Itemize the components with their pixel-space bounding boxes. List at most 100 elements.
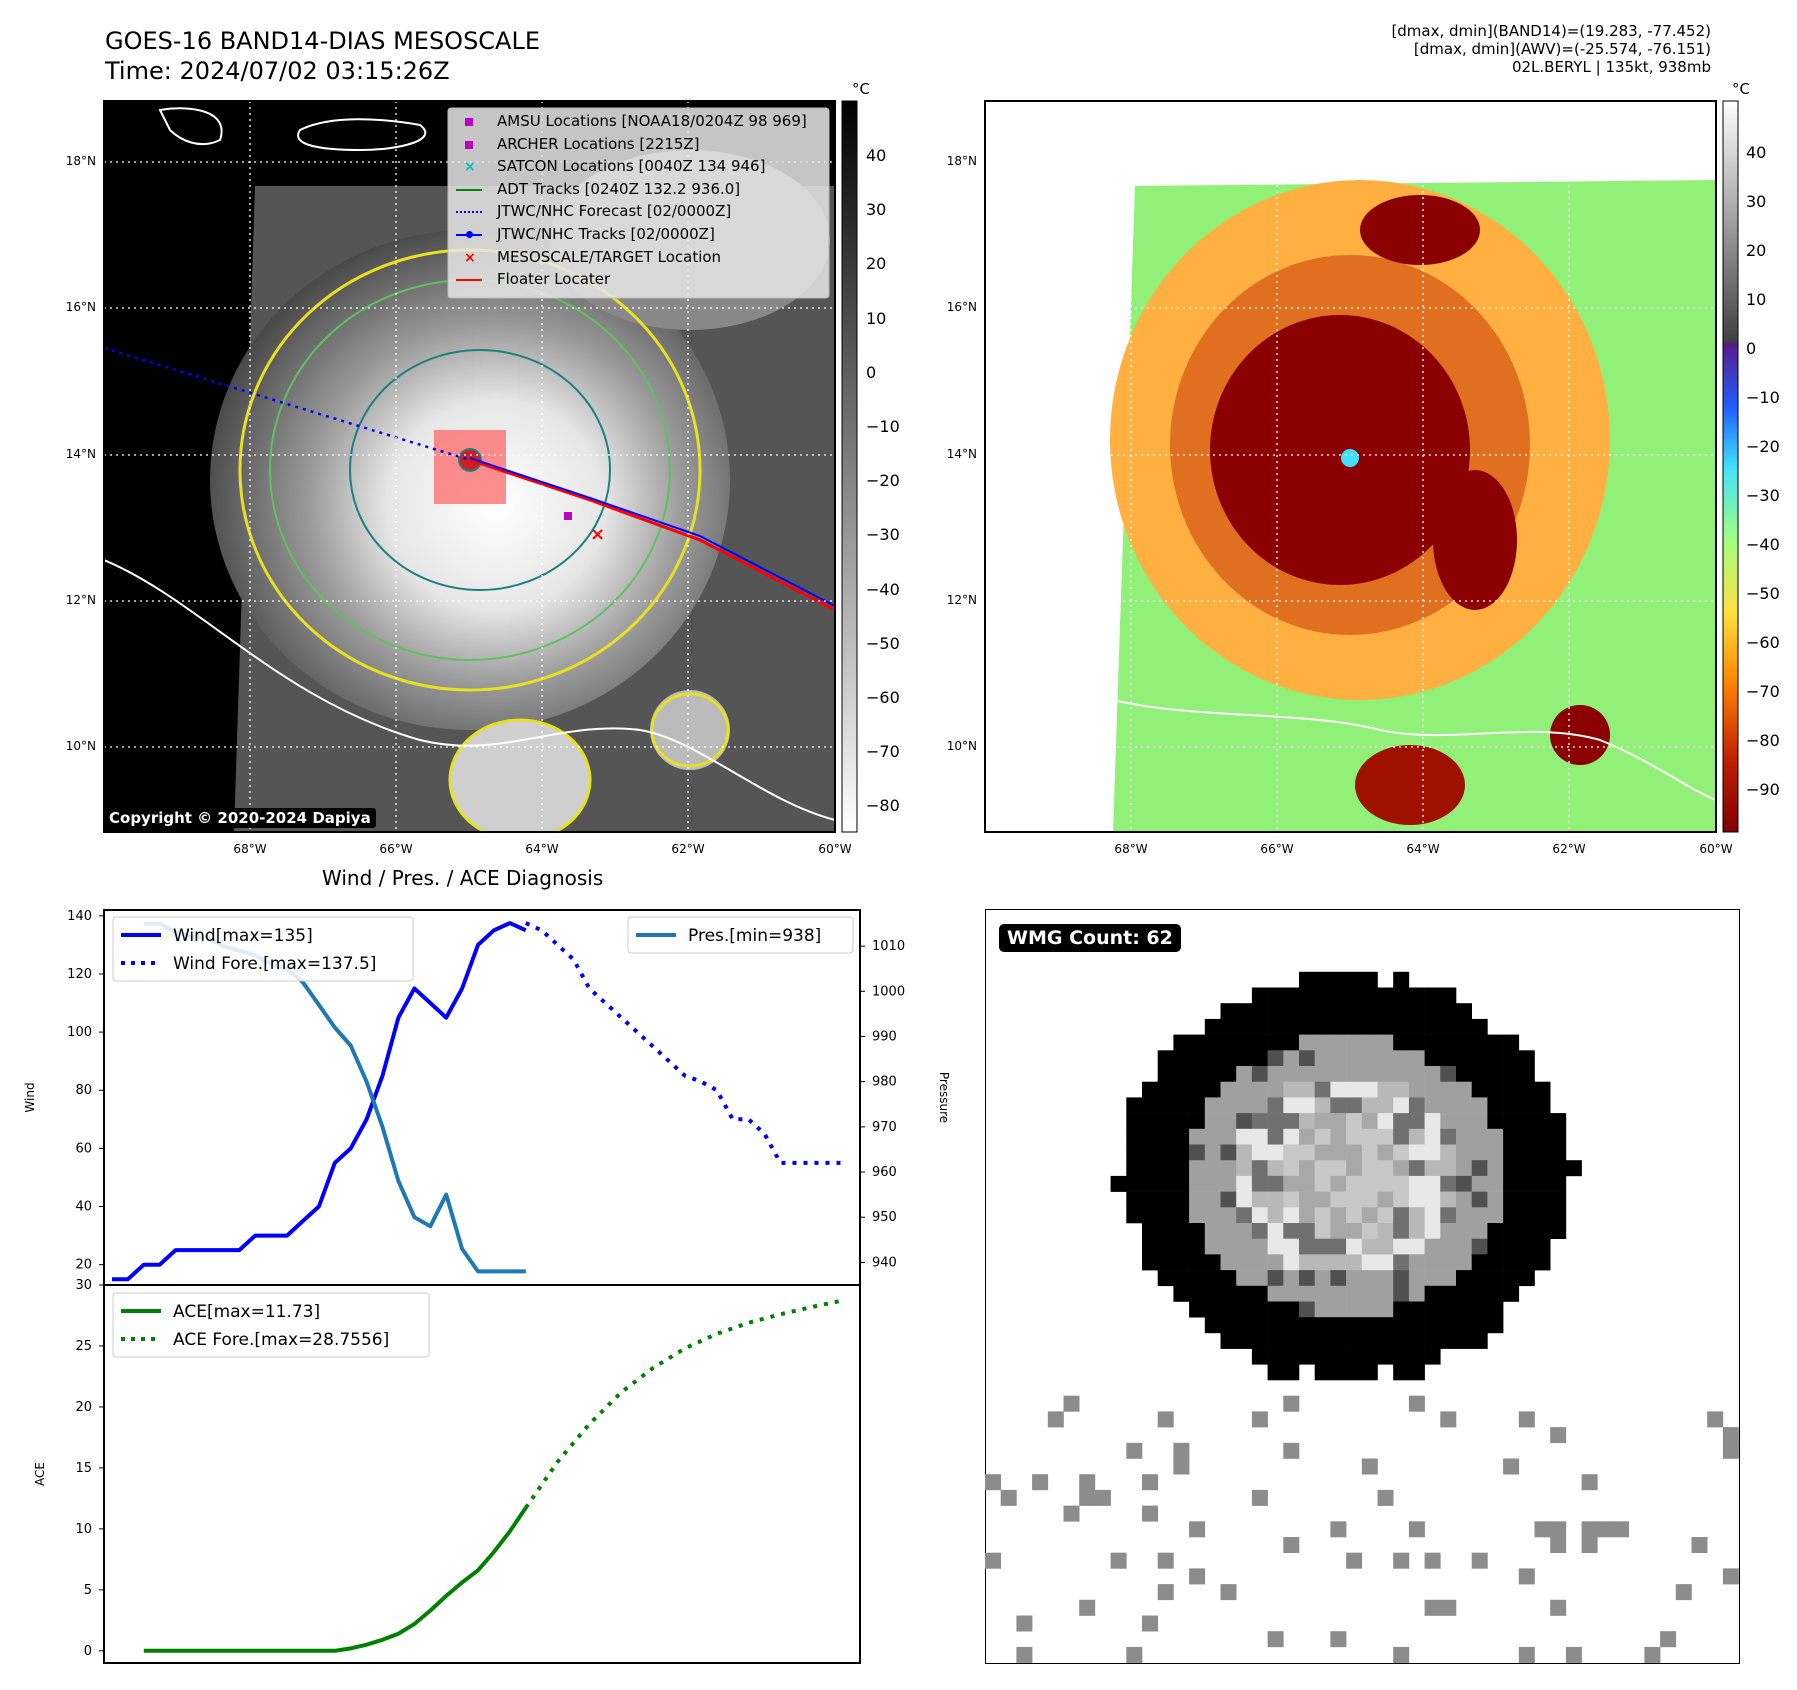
left-colorbar-tick: −80 xyxy=(866,796,900,816)
pressure-legend xyxy=(627,916,854,954)
ace-axes-frame xyxy=(103,1284,861,1664)
title-product: GOES-16 BAND14-DIAS MESOSCALE xyxy=(105,27,541,55)
diagnosis-chart: 1401201008060402010101000990980970960950… xyxy=(23,909,951,1664)
left-colorbar-tick: −20 xyxy=(866,471,900,491)
ace-axis-tick-label: 0 xyxy=(84,1644,92,1659)
wind-axis-tick-label: 80 xyxy=(75,1083,92,1098)
lat-label-left: 16°N xyxy=(65,300,96,314)
ace-axis-tick-label: 5 xyxy=(84,1583,92,1598)
left-colorbar-tick: 10 xyxy=(866,308,887,328)
right-colorbar-unit: °C xyxy=(1732,80,1750,98)
lon-label-right: 66°W xyxy=(1260,842,1294,856)
lon-label-right: 60°W xyxy=(1699,842,1733,856)
right-colorbar-tick: 30 xyxy=(1746,192,1767,211)
pressure-legend-label: Pres.[min=938] xyxy=(688,926,821,946)
lat-label-left: 18°N xyxy=(65,154,96,168)
pressure-axis-label: Pressure xyxy=(937,1072,951,1123)
info-storm-intensity: 02L.BERYL | 135kt, 938mb xyxy=(1511,58,1711,76)
storm-info: [dmax, dmin](BAND14)=(19.283, -77.452) [… xyxy=(1391,22,1711,76)
lon-label-right: 62°W xyxy=(1552,842,1586,856)
ace-series-line xyxy=(143,1506,528,1653)
copyright-badge: Copyright © 2020-2024 Dapiya xyxy=(104,808,376,828)
left-colorbar-unit: °C xyxy=(852,80,870,98)
wind-axis-tick-label: 120 xyxy=(67,967,92,982)
lat-label-right: 12°N xyxy=(946,593,977,607)
awv-imagery xyxy=(985,101,1716,832)
legend-label-6: MESOSCALE/TARGET Location xyxy=(497,247,722,266)
ace-axis-tick-label: 20 xyxy=(75,1400,92,1415)
right-colorbar-tick: −10 xyxy=(1746,388,1780,407)
wind-axis-tick-label: 60 xyxy=(75,1141,92,1156)
right-colorbar-tick: 40 xyxy=(1746,143,1767,162)
legend-marker-7 xyxy=(456,272,482,288)
info-band14-range: [dmax, dmin](BAND14)=(19.283, -77.452) xyxy=(1391,22,1711,40)
lat-label-right: 18°N xyxy=(946,154,977,168)
wind-legend-label: Wind[max=135] xyxy=(173,926,313,946)
ace-axis-tick-label: 30 xyxy=(75,1278,92,1293)
legend-marker-4 xyxy=(456,204,482,220)
diagnosis-title: Wind / Pres. / ACE Diagnosis xyxy=(322,866,604,890)
right-colorbar-tick: −70 xyxy=(1746,682,1780,701)
ir-colorbar xyxy=(841,100,858,833)
ace-axis-tick-label: 10 xyxy=(75,1522,92,1537)
wind-axis-tick-label: 100 xyxy=(67,1025,92,1040)
awv-colorbar xyxy=(1722,100,1739,833)
lon-label-left: 62°W xyxy=(671,842,705,856)
ace-legend xyxy=(112,1292,430,1358)
ir-map-panel: × xyxy=(103,100,1739,833)
wind-legend xyxy=(112,916,414,982)
left-colorbar-tick: −40 xyxy=(866,579,900,599)
legend-marker-5 xyxy=(456,227,482,243)
pressure-axis-tick-label: 940 xyxy=(872,1255,897,1270)
lon-label-left: 64°W xyxy=(525,842,559,856)
wmg-panel xyxy=(985,909,1740,1664)
pressure-axis-tick-label: 950 xyxy=(872,1210,897,1225)
legend-marker-2: × xyxy=(464,159,476,176)
right-colorbar-tick: −50 xyxy=(1746,584,1780,603)
left-colorbar-tick: −30 xyxy=(866,525,900,545)
lat-label-left: 14°N xyxy=(65,447,96,461)
left-colorbar-tick: 20 xyxy=(866,254,887,274)
wind-forecast-series-line xyxy=(524,921,845,1165)
right-colorbar-tick: −40 xyxy=(1746,535,1780,554)
legend-marker-0 xyxy=(456,114,482,130)
right-colorbar-tick: −60 xyxy=(1746,633,1780,652)
legend-marker-6: × xyxy=(464,249,476,266)
wind-axis-tick-label: 20 xyxy=(75,1258,92,1273)
pressure-axis-tick-label: 990 xyxy=(872,1030,897,1045)
legend-label-0: AMSU Locations [NOAA18/0204Z 98 969] xyxy=(497,112,807,130)
left-colorbar-tick: 0 xyxy=(866,362,877,382)
left-colorbar-tick: 30 xyxy=(866,200,887,220)
left-colorbar-tick: −70 xyxy=(866,742,900,762)
legend-label-5: JTWC/NHC Tracks [02/0000Z] xyxy=(497,225,715,243)
lat-label-left: 12°N xyxy=(65,593,96,607)
pressure-axis-tick-label: 1000 xyxy=(872,984,905,999)
pressure-axis-tick-label: 1010 xyxy=(872,939,905,954)
svg-text:×: × xyxy=(590,524,605,545)
ace-forecast-series-line xyxy=(524,1298,845,1509)
ace-axis-tick-label: 25 xyxy=(75,1339,92,1354)
wind-axis-tick-label: 140 xyxy=(67,909,92,924)
right-colorbar-tick: 10 xyxy=(1746,290,1767,309)
legend-label-2: SATCON Locations [0040Z 134 946] xyxy=(497,157,766,176)
legend-marker-1 xyxy=(456,137,482,153)
legend-label-3: ADT Tracks [0240Z 132.2 936.0] xyxy=(497,179,741,198)
lon-label-left: 60°W xyxy=(818,842,852,856)
wind-axis-label: Wind xyxy=(23,1082,37,1112)
lat-label-left: 10°N xyxy=(65,739,96,753)
wind-axis-tick-label: 40 xyxy=(75,1200,92,1215)
lon-label-left: 68°W xyxy=(233,842,267,856)
lat-label-right: 14°N xyxy=(946,447,977,461)
chart-title: GOES-16 BAND14-DIAS MESOSCALE Time: 2024… xyxy=(105,26,540,86)
left-colorbar-tick: −10 xyxy=(866,417,900,436)
pressure-axis-tick-label: 960 xyxy=(872,1165,897,1180)
right-colorbar-tick: −90 xyxy=(1746,780,1780,799)
right-colorbar-tick: −30 xyxy=(1746,486,1780,505)
ace-legend-label: ACE Fore.[max=28.7556] xyxy=(173,1330,389,1350)
right-colorbar-tick: −20 xyxy=(1746,437,1780,456)
ace-axis-label: ACE xyxy=(33,1462,47,1486)
wmg-count: WMG Count: 62 xyxy=(999,924,1181,952)
left-colorbar-tick: −60 xyxy=(866,688,900,707)
pressure-axis-tick-label: 980 xyxy=(872,1075,897,1090)
lat-label-right: 16°N xyxy=(946,300,977,314)
